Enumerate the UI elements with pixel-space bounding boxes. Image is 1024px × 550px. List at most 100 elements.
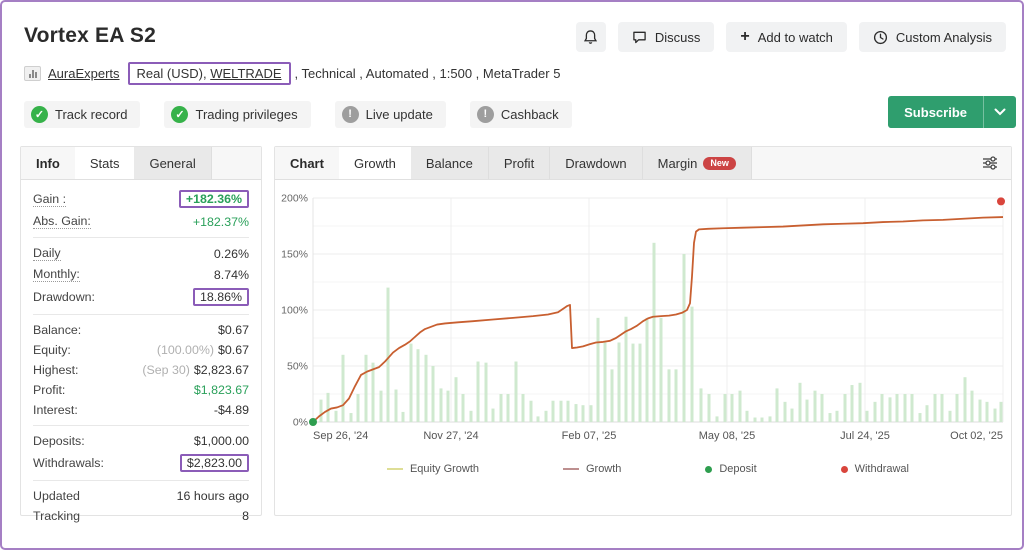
- badge-label: Trading privileges: [195, 106, 298, 122]
- chart-bar: [674, 369, 678, 422]
- chart-bar: [499, 394, 503, 422]
- chart-bar: [963, 377, 967, 422]
- chart-bar: [985, 401, 989, 422]
- chart-bar: [933, 394, 937, 422]
- chart-tab-balance[interactable]: Balance: [410, 147, 489, 179]
- chart-bar: [364, 354, 368, 422]
- chart-bar: [715, 416, 719, 422]
- stat-label[interactable]: Daily: [33, 246, 61, 261]
- stat-hint: (Sep 30): [142, 363, 190, 377]
- stat-label[interactable]: Deposits:: [33, 434, 85, 448]
- chart-bar: [895, 394, 899, 422]
- add-to-watch-button[interactable]: + Add to watch: [726, 22, 847, 52]
- chart-bar: [356, 394, 360, 422]
- stat-label[interactable]: Abs. Gain:: [33, 214, 91, 229]
- status-badge-live-update[interactable]: ! Live update: [334, 100, 446, 128]
- y-axis-label: 100%: [281, 305, 308, 317]
- chart-bar: [326, 392, 330, 422]
- stat-row-daily: Daily 0.26%: [33, 243, 249, 264]
- chart-bar: [574, 404, 578, 422]
- chart-bar: [596, 317, 600, 422]
- stat-label[interactable]: Balance:: [33, 323, 82, 337]
- add-to-watch-label: Add to watch: [757, 29, 833, 45]
- stats-tab-info[interactable]: Info: [21, 147, 75, 179]
- chart-bar: [970, 390, 974, 422]
- chart-bar: [798, 382, 802, 422]
- stat-row-tracking: Tracking 8: [33, 506, 249, 526]
- stat-label[interactable]: Interest:: [33, 403, 78, 417]
- author-link[interactable]: AuraExperts: [48, 66, 120, 81]
- stat-label[interactable]: Withdrawals:: [33, 456, 104, 470]
- stats-tabstrip: Info Stats General: [21, 147, 261, 180]
- status-badge-trading-privileges[interactable]: ✓ Trading privileges: [164, 100, 311, 128]
- stat-label[interactable]: Drawdown:: [33, 290, 95, 304]
- stat-row-profit: Profit: $1,823.67: [33, 380, 249, 400]
- chart-bar: [341, 354, 345, 422]
- chart-bar: [865, 410, 869, 422]
- chart-bar: [690, 306, 694, 422]
- chart-settings-button[interactable]: [981, 147, 1011, 179]
- chat-bubble-icon: [632, 30, 647, 44]
- chart-bar: [888, 397, 892, 422]
- chart-bar: [603, 342, 607, 422]
- discuss-button[interactable]: Discuss: [617, 22, 715, 52]
- discuss-label: Discuss: [654, 29, 701, 45]
- chart-bar: [843, 394, 847, 422]
- y-axis-label: 150%: [281, 249, 308, 261]
- stats-tab-general[interactable]: General: [134, 147, 212, 179]
- stat-label[interactable]: Equity:: [33, 343, 71, 357]
- chart-tab-chart[interactable]: Chart: [275, 147, 339, 179]
- legend-item-withdrawal[interactable]: Withdrawal: [840, 463, 909, 475]
- chart-bar: [589, 405, 593, 422]
- chart-bar: [506, 394, 510, 422]
- stat-label[interactable]: Profit:: [33, 383, 66, 397]
- bell-icon: [583, 29, 598, 45]
- stat-label[interactable]: Gain :: [33, 191, 67, 207]
- stat-label[interactable]: Tracking: [33, 509, 81, 523]
- stat-value: (100.00%) $0.67: [156, 343, 249, 357]
- chart-tab-profit[interactable]: Profit: [488, 147, 551, 179]
- chart-bar: [401, 411, 405, 422]
- legend-item-deposit[interactable]: Deposit: [705, 463, 757, 475]
- chart-bar: [790, 408, 794, 422]
- legend-item-equity-growth[interactable]: Equity Growth: [386, 463, 480, 475]
- stat-label[interactable]: Monthly:: [33, 267, 80, 282]
- subscribe-button[interactable]: Subscribe: [888, 96, 1016, 128]
- chart-tab-margin[interactable]: Margin New: [642, 147, 752, 179]
- custom-analysis-button[interactable]: Custom Analysis: [858, 22, 1006, 52]
- header-actions: Discuss + Add to watch Custom Analysis: [575, 18, 1006, 52]
- chart-bar: [910, 394, 914, 422]
- legend-label: Equity Growth: [409, 463, 480, 475]
- stats-tab-stats[interactable]: Stats: [74, 147, 135, 179]
- chart-bar: [631, 343, 635, 422]
- x-axis-label: Jul 24, '25: [840, 430, 890, 442]
- y-axis-label: 0%: [293, 417, 308, 429]
- chart-bar: [638, 343, 642, 422]
- stat-row-monthly: Monthly: 8.74%: [33, 264, 249, 285]
- chart-tab-growth[interactable]: Growth: [338, 147, 411, 179]
- chevron-down-icon[interactable]: [983, 96, 1016, 128]
- stat-row-equity: Equity: (100.00%) $0.67: [33, 340, 249, 360]
- chart-bar: [880, 394, 884, 422]
- account-attributes-text: , Technical , Automated , 1:500 , MetaTr…: [294, 66, 561, 81]
- chart-bar: [394, 389, 398, 422]
- stat-label[interactable]: Updated: [33, 489, 80, 503]
- x-axis-label: Feb 07, '25: [562, 430, 617, 442]
- chart-tab-drawdown[interactable]: Drawdown: [550, 147, 643, 179]
- notifications-button[interactable]: [575, 22, 606, 52]
- broker-link[interactable]: WELTRADE: [210, 66, 282, 81]
- status-badge-track-record[interactable]: ✓ Track record: [24, 100, 141, 128]
- stat-label[interactable]: Highest:: [33, 363, 79, 377]
- chart-bar: [775, 388, 779, 422]
- chart-bar: [529, 400, 533, 422]
- legend-label: Withdrawal: [854, 463, 909, 475]
- chart-bar: [536, 416, 540, 422]
- chart-canvas[interactable]: 0% 50% 100% 150% 200% Sep 26, '24 Nov 27, '24 F…: [281, 192, 1011, 448]
- chart-bar: [858, 382, 862, 422]
- legend-item-growth[interactable]: Growth: [562, 463, 621, 475]
- tab-label: General: [149, 155, 196, 171]
- legend-dot-swatch: [840, 465, 848, 473]
- status-badge-cashback[interactable]: ! Cashback: [469, 100, 572, 128]
- group-divider: [33, 237, 249, 238]
